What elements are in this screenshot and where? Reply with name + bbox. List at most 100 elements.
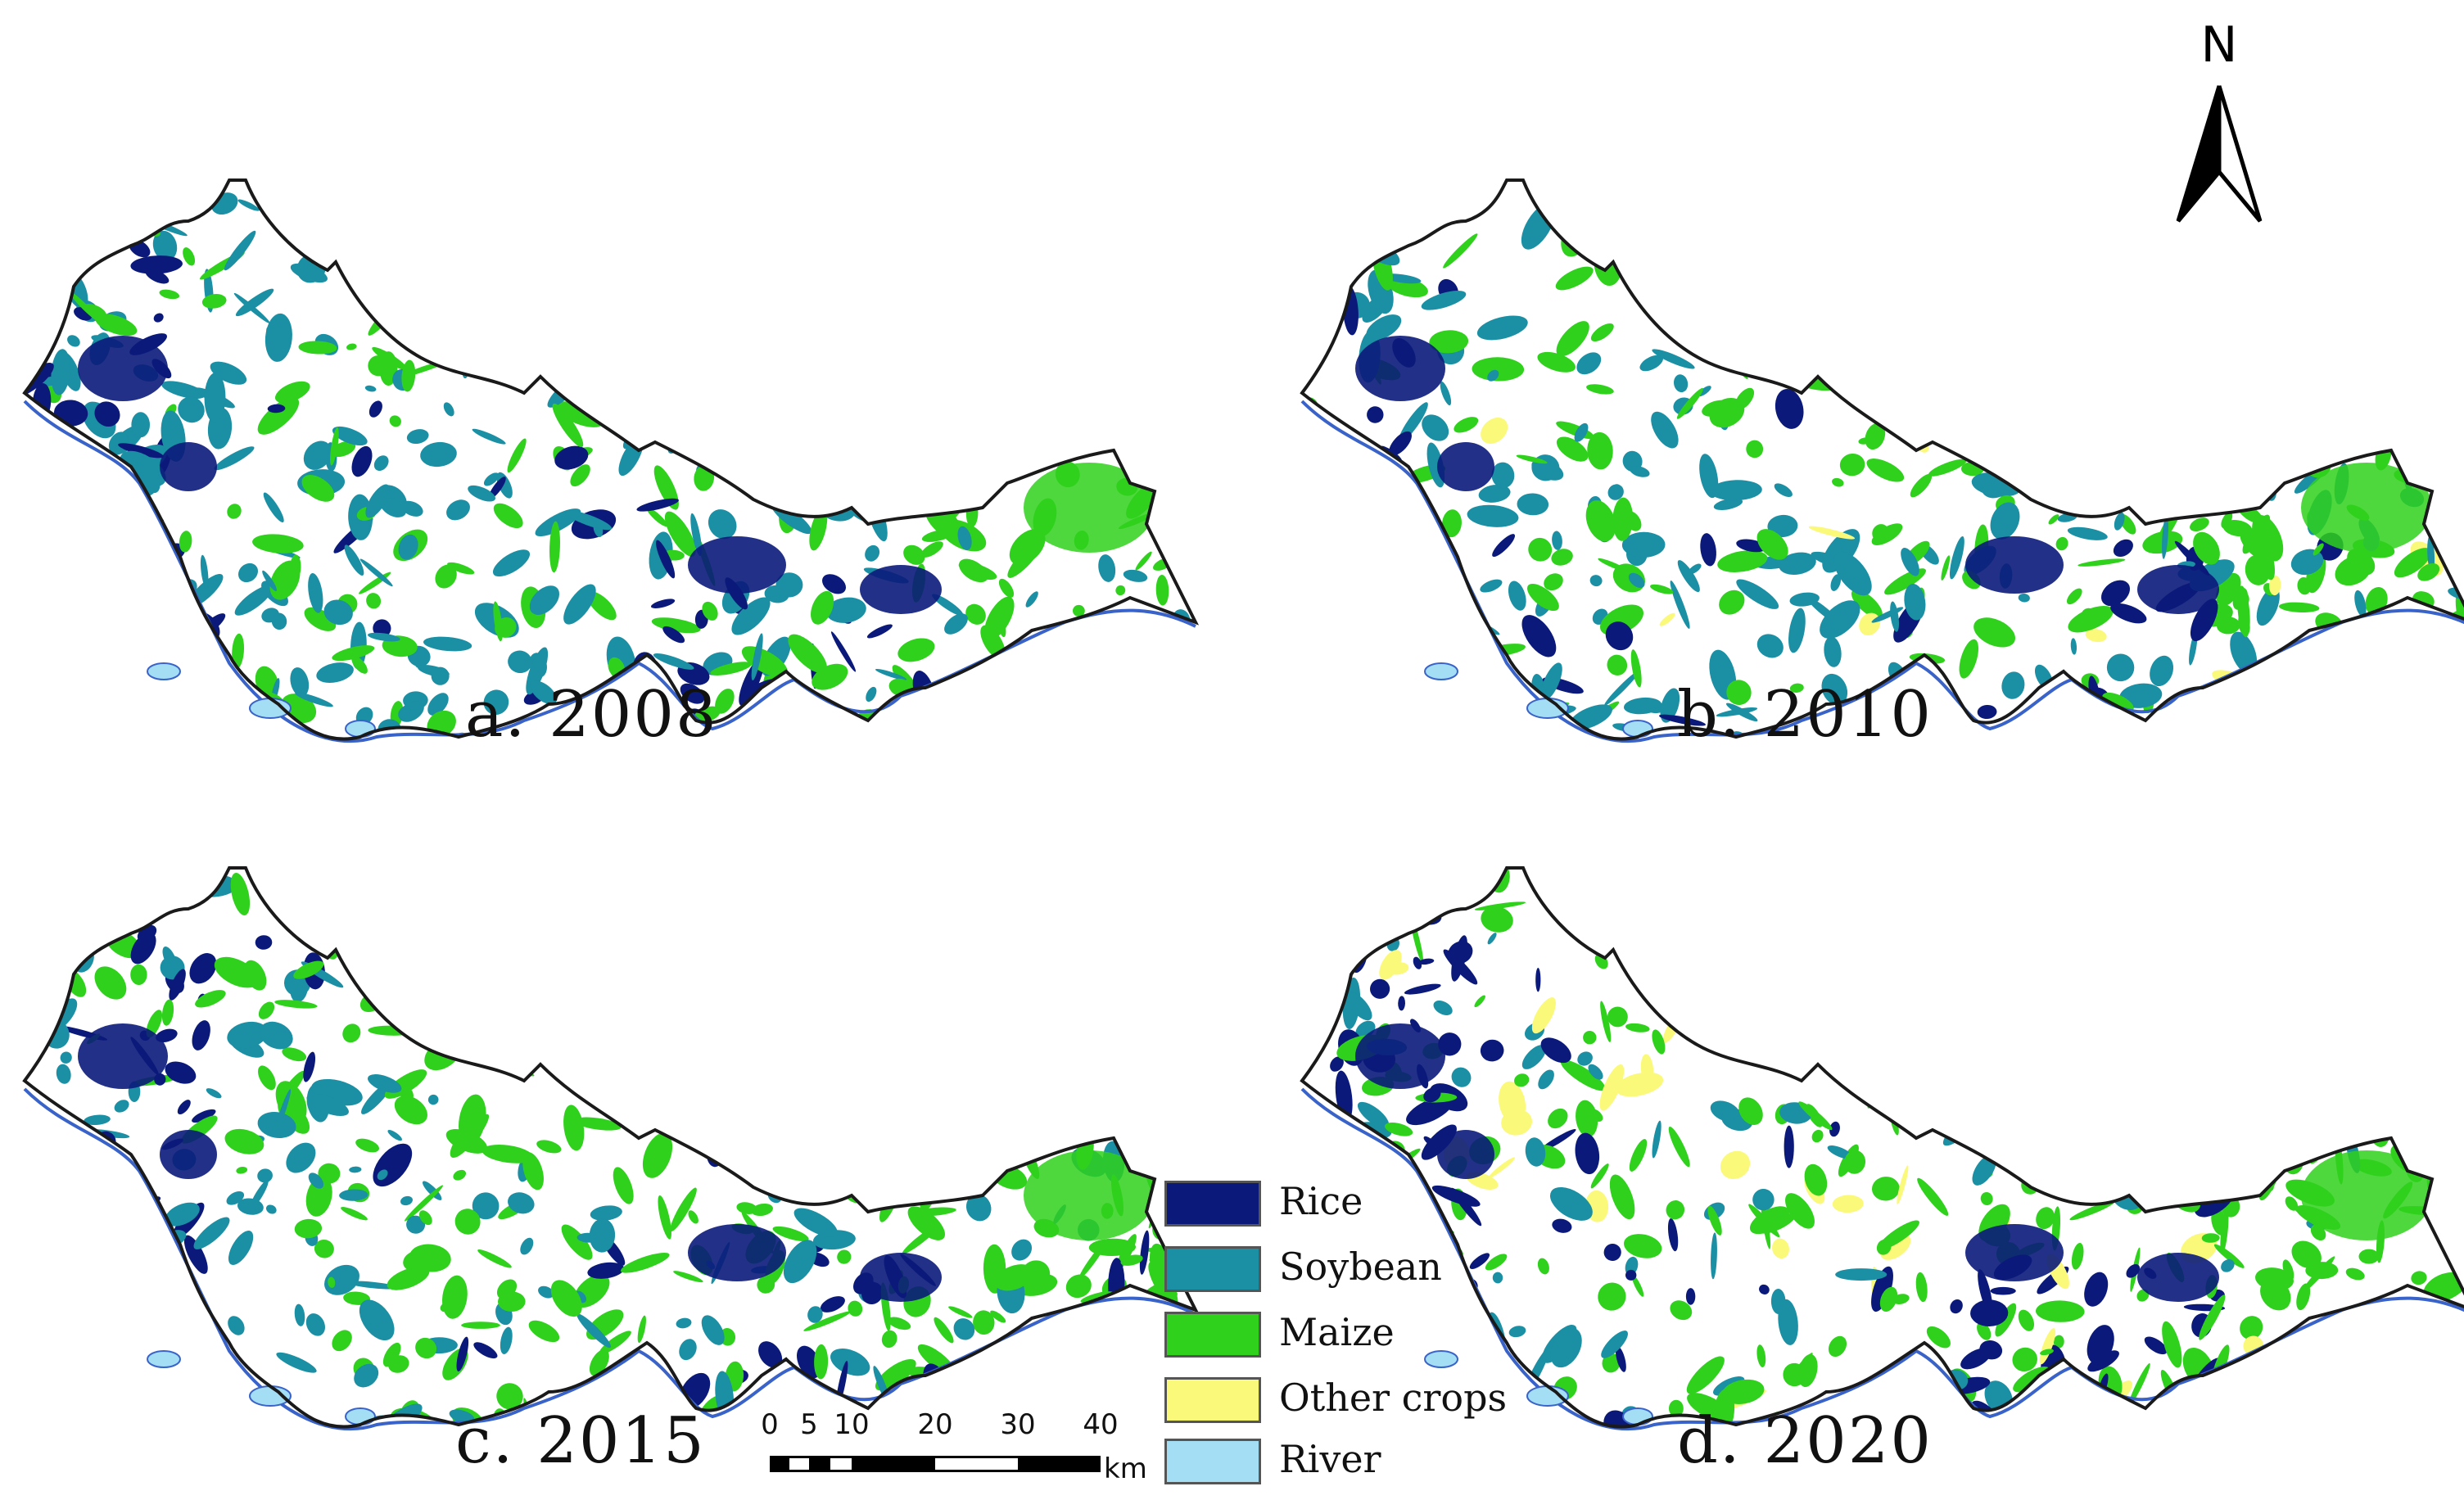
crop-patch	[925, 1023, 947, 1064]
crop-patch	[48, 671, 77, 719]
crop-patch	[2199, 1294, 2226, 1340]
crop-patch	[2213, 395, 2255, 414]
crop-patch	[771, 906, 788, 924]
rice-block	[78, 1023, 168, 1089]
crop-patch	[2317, 1380, 2363, 1409]
crop-patch	[1117, 868, 1142, 892]
crop-patch	[613, 992, 665, 1021]
crop-patch	[1631, 1274, 1644, 1297]
crop-patch	[1492, 1272, 1503, 1284]
crop-patch	[117, 868, 147, 906]
crop-patch	[450, 258, 483, 286]
crop-patch	[2146, 725, 2180, 739]
crop-patch	[2421, 224, 2448, 255]
crop-patch	[2246, 203, 2272, 220]
crop-patch	[1769, 346, 1784, 364]
crop-patch	[1291, 197, 1301, 209]
crop-patch	[776, 486, 823, 504]
crop-patch	[994, 1264, 1034, 1291]
crop-patch	[676, 967, 693, 992]
crop-patch	[2220, 940, 2246, 948]
crop-patch	[1639, 355, 1663, 372]
crop-patch	[202, 687, 222, 724]
crop-patch	[2220, 1209, 2229, 1255]
crop-patch	[2290, 549, 2324, 576]
crop-patch	[366, 593, 382, 609]
crop-patch	[554, 445, 589, 470]
crop-patch	[28, 431, 37, 458]
crop-patch	[1408, 578, 1430, 609]
crop-patch	[680, 683, 705, 704]
crop-patch	[1118, 874, 1137, 892]
crop-patch	[1478, 484, 1511, 503]
crop-patch	[588, 1026, 611, 1061]
crop-patch	[1069, 930, 1109, 963]
crop-patch	[730, 235, 780, 265]
crop-patch	[146, 1272, 160, 1285]
crop-patch	[1793, 180, 1814, 196]
crop-patch	[1015, 1069, 1051, 1109]
crop-patch	[84, 1170, 117, 1195]
crop-patch	[1071, 1020, 1087, 1028]
crop-patch	[1654, 285, 1666, 311]
crop-patch	[1917, 370, 1954, 395]
crop-patch	[2422, 635, 2464, 665]
crop-patch	[41, 540, 87, 561]
crop-patch	[823, 437, 843, 464]
crop-patch	[447, 562, 475, 575]
crop-patch	[2078, 210, 2109, 237]
crop-patch	[974, 459, 985, 468]
rice-block	[160, 442, 217, 491]
crop-patch	[92, 1401, 104, 1424]
crop-patch	[855, 180, 884, 213]
crop-patch	[71, 1234, 114, 1268]
crop-patch	[888, 431, 913, 460]
river-patch	[1622, 1407, 1653, 1425]
crop-patch	[94, 492, 115, 526]
north-arrow-icon	[2176, 85, 2263, 223]
crop-patch	[1785, 1193, 1815, 1229]
crop-patch	[1359, 189, 1374, 234]
crop-patch	[633, 248, 665, 284]
scale-tick-30: 30	[1000, 1408, 1036, 1441]
crop-patch	[1096, 268, 1128, 310]
crop-patch	[646, 508, 668, 527]
crop-patch	[157, 1254, 171, 1270]
crop-patch	[2225, 710, 2252, 719]
crop-patch	[412, 969, 441, 996]
crop-patch	[1652, 1029, 1666, 1055]
crop-patch	[2028, 271, 2043, 298]
crop-patch	[1065, 1274, 1092, 1299]
crop-patch	[866, 1065, 890, 1090]
crop-patch	[2073, 717, 2121, 734]
crop-patch	[2082, 1068, 2099, 1084]
crop-patch	[1456, 628, 1475, 648]
crop-patch	[1454, 417, 1479, 433]
crop-patch	[979, 895, 997, 919]
crop-patch	[224, 1128, 264, 1154]
crop-patch	[2113, 539, 2133, 558]
crop-patch	[163, 1322, 176, 1336]
crop-patch	[1487, 933, 1497, 945]
crop-patch	[1126, 686, 1155, 716]
crop-patch	[473, 1342, 498, 1359]
crop-patch	[414, 180, 428, 187]
crop-patch	[323, 599, 353, 626]
crop-patch	[214, 446, 255, 471]
crop-patch	[1782, 1021, 1800, 1037]
crop-patch	[120, 868, 164, 883]
crop-patch	[1139, 1230, 1150, 1275]
crop-patch	[2021, 1031, 2041, 1052]
crop-patch	[1361, 631, 1389, 660]
crop-patch	[1844, 336, 1860, 353]
crop-patch	[2339, 1060, 2354, 1075]
crop-patch	[183, 1359, 219, 1383]
crop-patch	[530, 680, 557, 705]
crop-patch	[133, 187, 158, 204]
crop-patch	[2446, 868, 2464, 880]
crop-patch	[2341, 869, 2367, 911]
land-use-patches	[1302, 868, 2464, 1427]
crop-patch	[1302, 1005, 1308, 1034]
crop-patch	[306, 1093, 349, 1116]
crop-patch	[813, 911, 823, 922]
